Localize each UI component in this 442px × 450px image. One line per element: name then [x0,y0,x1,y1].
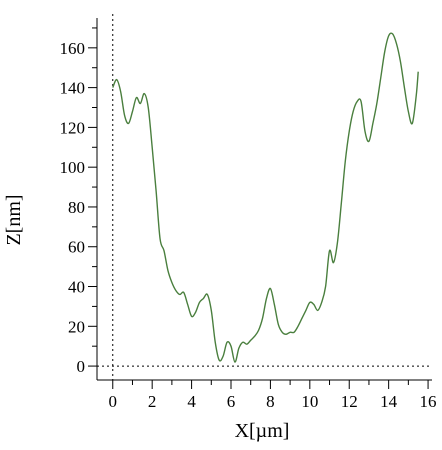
x-tick-label: 6 [227,392,236,411]
reference-lines [97,14,432,380]
series-line [112,32,419,363]
y-tick-label: 100 [60,158,86,177]
y-tick-label: 160 [60,39,86,58]
plot-frame [96,18,432,381]
x-tick-label: 10 [301,392,318,411]
x-tick-label: 0 [109,392,118,411]
x-tick-label: 4 [187,392,196,411]
y-tick-label: 140 [60,79,86,98]
x-axis-label: X[µm] [235,420,290,442]
y-tick-label: 60 [68,238,85,257]
y-axis-label: Z[nm] [3,194,25,245]
x-axis: 0 2 4 6 8 10 12 14 16 [109,380,437,411]
y-axis: 0 20 40 60 80 100 120 140 160 [60,27,97,376]
x-tick-label: 12 [341,392,358,411]
x-tick-label: 2 [148,392,157,411]
y-tick-label: 20 [68,317,85,336]
x-tick-label: 8 [266,392,275,411]
y-tick-label: 80 [68,198,85,217]
x-tick-label: 14 [380,392,398,411]
x-tick-label: 16 [420,392,437,411]
series-layer [112,32,419,363]
y-tick-label: 120 [60,118,86,137]
y-tick-label: 40 [68,278,85,297]
y-tick-label: 0 [77,357,86,376]
